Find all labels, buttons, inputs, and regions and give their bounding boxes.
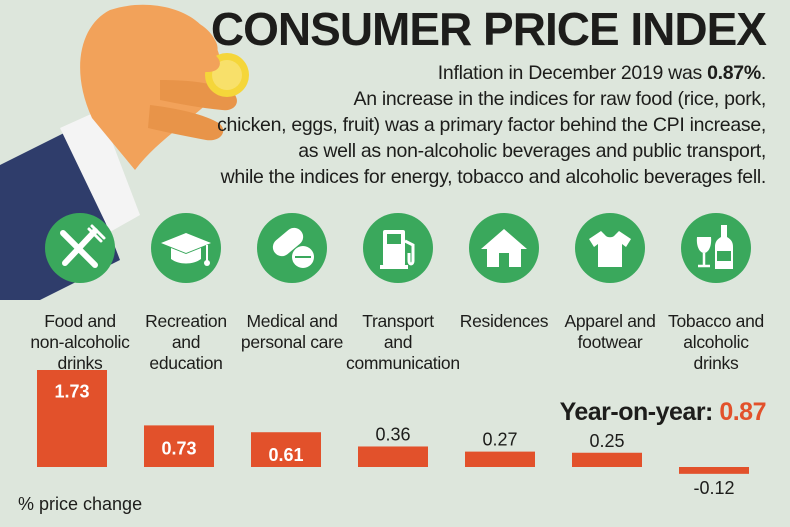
year-on-year: Year-on-year: 0.87 — [559, 398, 767, 427]
bar-value-label: 0.61 — [268, 445, 303, 465]
page-title: CONSUMER PRICE INDEX — [210, 3, 767, 55]
category-label: Residences — [459, 311, 549, 331]
category-label: Apparel and footwear — [564, 311, 656, 352]
category-food: Food and non-alcoholic drinks — [28, 213, 132, 374]
axis-label: % price change — [18, 494, 143, 514]
hand-thumb — [140, 48, 220, 80]
bar-1 — [37, 370, 107, 467]
subtitle-line-2: An increase in the indices for raw food … — [353, 88, 766, 110]
bar-chart: 1.73 0.73 0.61 0.36 0.27 0.25 -0.12 — [37, 370, 749, 498]
hand-finger — [150, 16, 218, 59]
category-tobacco: Tobacco and alcoholic drinks — [664, 213, 768, 374]
bar-value-label: 0.73 — [161, 438, 196, 458]
yoy-value: 0.87 — [719, 398, 766, 426]
category-recreation: Recreation and education — [134, 213, 238, 374]
yoy-label: Year-on-year: — [559, 398, 720, 426]
bar-value-label: 0.25 — [589, 431, 624, 451]
pills-icon — [257, 213, 327, 283]
bar-6 — [572, 452, 642, 467]
coin-inner — [212, 60, 242, 90]
bar-3 — [251, 432, 321, 467]
subtitle-line-4: as well as non-alcoholic beverages and p… — [298, 140, 766, 162]
subtitle: Inflation in December 2019 was 0.87%. An… — [146, 60, 766, 190]
category-label: Food and non-alcoholic drinks — [30, 311, 130, 373]
fork-knife-icon — [45, 213, 115, 283]
bar-value-label: 0.36 — [375, 424, 410, 444]
category-label: Transport and communication — [346, 311, 460, 373]
shirt-cuff — [60, 110, 140, 232]
graduation-cap-icon — [151, 213, 221, 283]
subtitle-line-3: chicken, eggs, fruit) was a primary fact… — [217, 114, 766, 136]
category-apparel: Apparel and footwear — [558, 213, 662, 353]
category-transport: Transport and communication — [346, 213, 460, 374]
wine-bottle-icon — [681, 213, 751, 283]
category-label: Medical and personal care — [240, 311, 344, 352]
bar-2 — [144, 425, 214, 467]
subtitle-line-5: while the indices for energy, tobacco an… — [220, 166, 767, 188]
bar-value-label: 1.73 — [54, 381, 89, 401]
fuel-pump-icon — [363, 213, 433, 283]
category-label: Recreation and education — [145, 311, 227, 373]
house-icon — [469, 213, 539, 283]
bar-4 — [358, 446, 428, 467]
hand-finger — [148, 105, 224, 141]
category-label: Tobacco and alcoholic drinks — [668, 311, 764, 373]
bar-5 — [465, 451, 535, 467]
tshirt-icon — [575, 213, 645, 283]
bar-7 — [679, 467, 749, 474]
category-residences: Residences — [452, 213, 556, 332]
category-medical: Medical and personal care — [240, 213, 344, 353]
bar-value-label: -0.12 — [693, 478, 734, 498]
bar-value-label: 0.27 — [482, 430, 517, 450]
subtitle-line-1: Inflation in December 2019 was 0.87%. — [437, 62, 767, 84]
